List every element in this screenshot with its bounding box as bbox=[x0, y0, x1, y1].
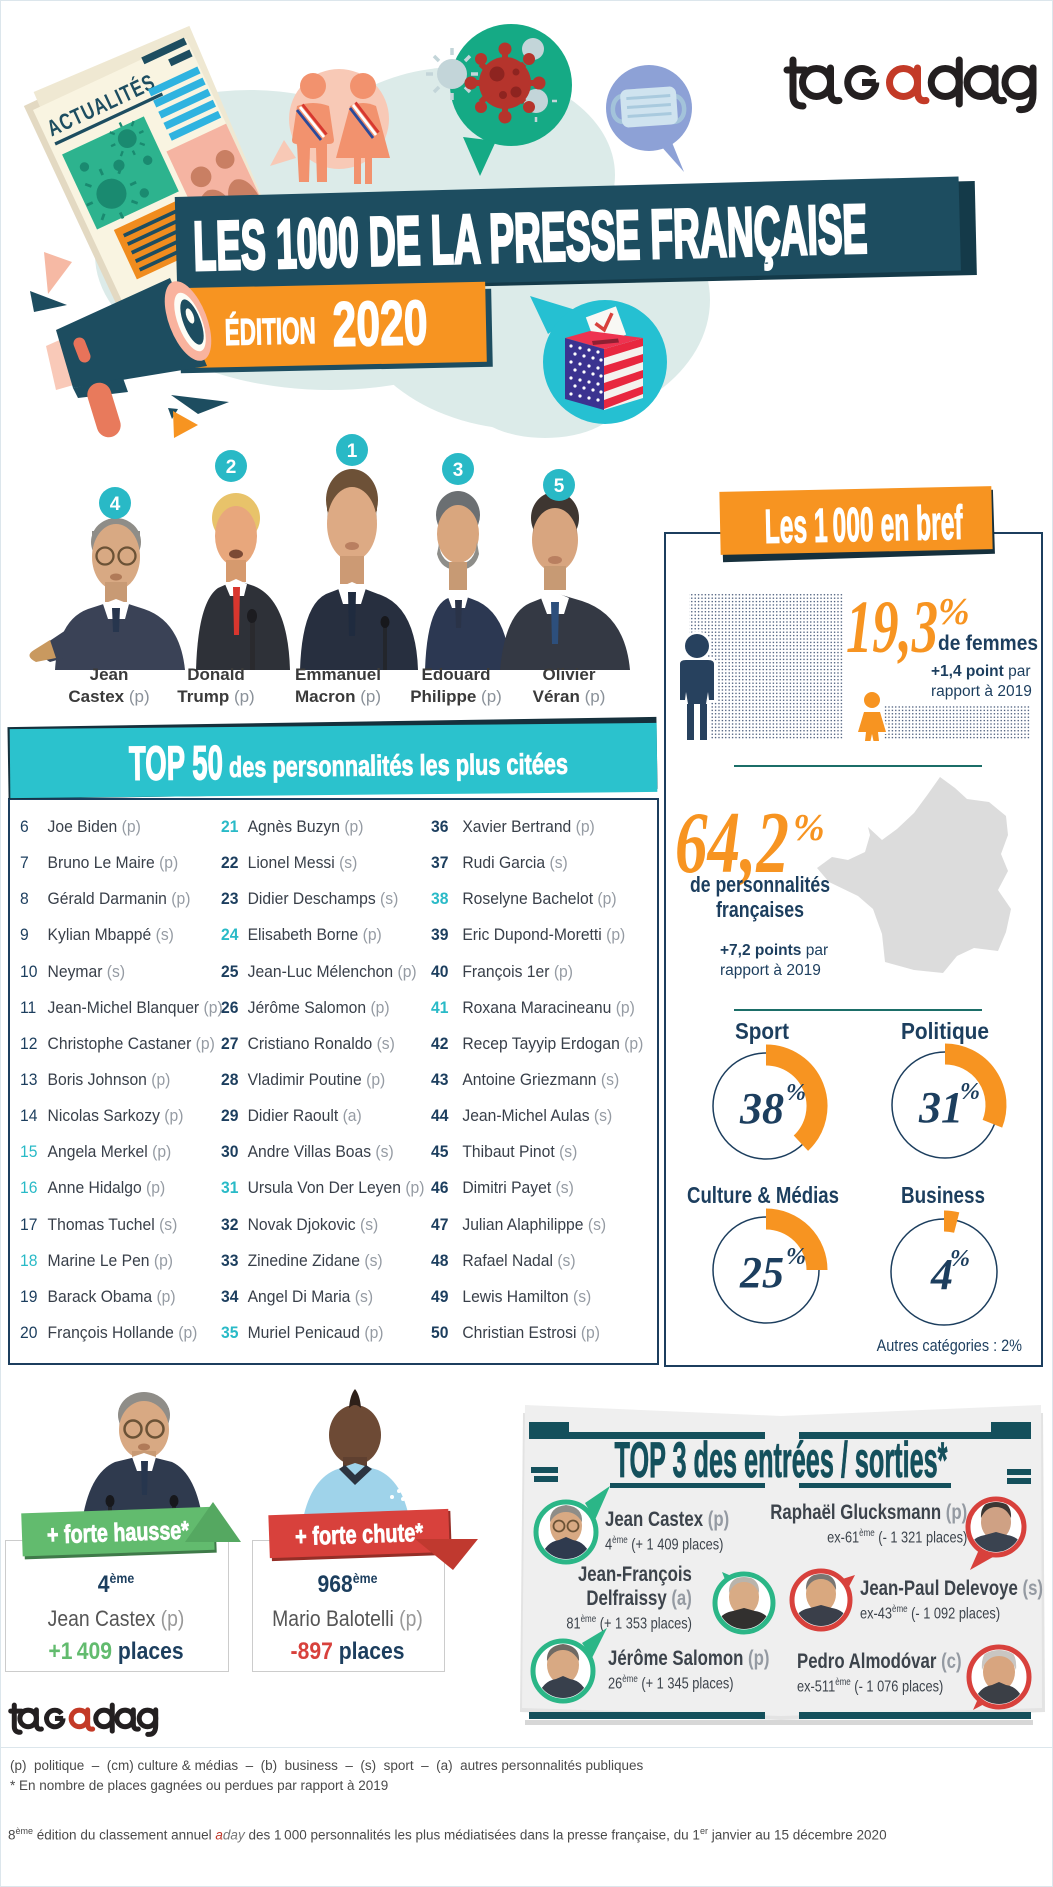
svg-text:Sport: Sport bbox=[735, 1018, 789, 1044]
svg-text:38: 38 bbox=[739, 1084, 784, 1133]
svg-text:4: 4 bbox=[110, 494, 121, 515]
svg-text:de personnalités: de personnalités bbox=[690, 872, 830, 897]
svg-text:64,2: 64,2 bbox=[675, 795, 789, 892]
svg-text:19,3: 19,3 bbox=[846, 586, 938, 669]
svg-text:Culture & Médias: Culture & Médias bbox=[687, 1182, 839, 1208]
svg-text:31: 31 bbox=[918, 1083, 963, 1132]
svg-text:5: 5 bbox=[554, 476, 565, 497]
svg-text:TOP 50: TOP 50 bbox=[129, 737, 224, 791]
svg-text:+7,2 points par: +7,2 points par bbox=[720, 942, 828, 959]
svg-text:Les 1 000 en bref: Les 1 000 en bref bbox=[764, 497, 964, 554]
svg-text:2020: 2020 bbox=[332, 288, 428, 360]
svg-text:Politique: Politique bbox=[901, 1018, 989, 1044]
svg-text:%: % bbox=[960, 1079, 980, 1105]
svg-text:3: 3 bbox=[453, 460, 464, 481]
svg-text:des personnalités les plus cit: des personnalités les plus citées bbox=[229, 749, 568, 784]
svg-text:de femmes: de femmes bbox=[938, 631, 1038, 655]
svg-text:Business: Business bbox=[901, 1182, 985, 1208]
svg-text:ÉDITION: ÉDITION bbox=[224, 310, 316, 353]
svg-text:françaises: françaises bbox=[716, 897, 804, 922]
svg-text:25: 25 bbox=[739, 1248, 784, 1297]
svg-text:rapport à 2019: rapport à 2019 bbox=[720, 962, 821, 979]
svg-text:4: 4 bbox=[930, 1250, 953, 1299]
svg-text:2: 2 bbox=[226, 457, 237, 478]
svg-text:%: % bbox=[786, 1244, 806, 1270]
svg-text:rapport à 2019: rapport à 2019 bbox=[931, 683, 1032, 700]
svg-text:%: % bbox=[793, 807, 825, 849]
svg-text:+1,4 point par: +1,4 point par bbox=[931, 663, 1031, 680]
svg-text:%: % bbox=[786, 1080, 806, 1106]
svg-text:1: 1 bbox=[347, 441, 358, 462]
svg-text:+ forte chute*: + forte chute* bbox=[295, 1519, 424, 1551]
svg-text:+ forte hausse*: + forte hausse* bbox=[47, 1517, 190, 1550]
svg-text:TOP 3 des entrées / sorties*: TOP 3 des entrées / sorties* bbox=[615, 1432, 948, 1488]
svg-text:%: % bbox=[938, 591, 970, 633]
svg-text:%: % bbox=[950, 1246, 970, 1272]
